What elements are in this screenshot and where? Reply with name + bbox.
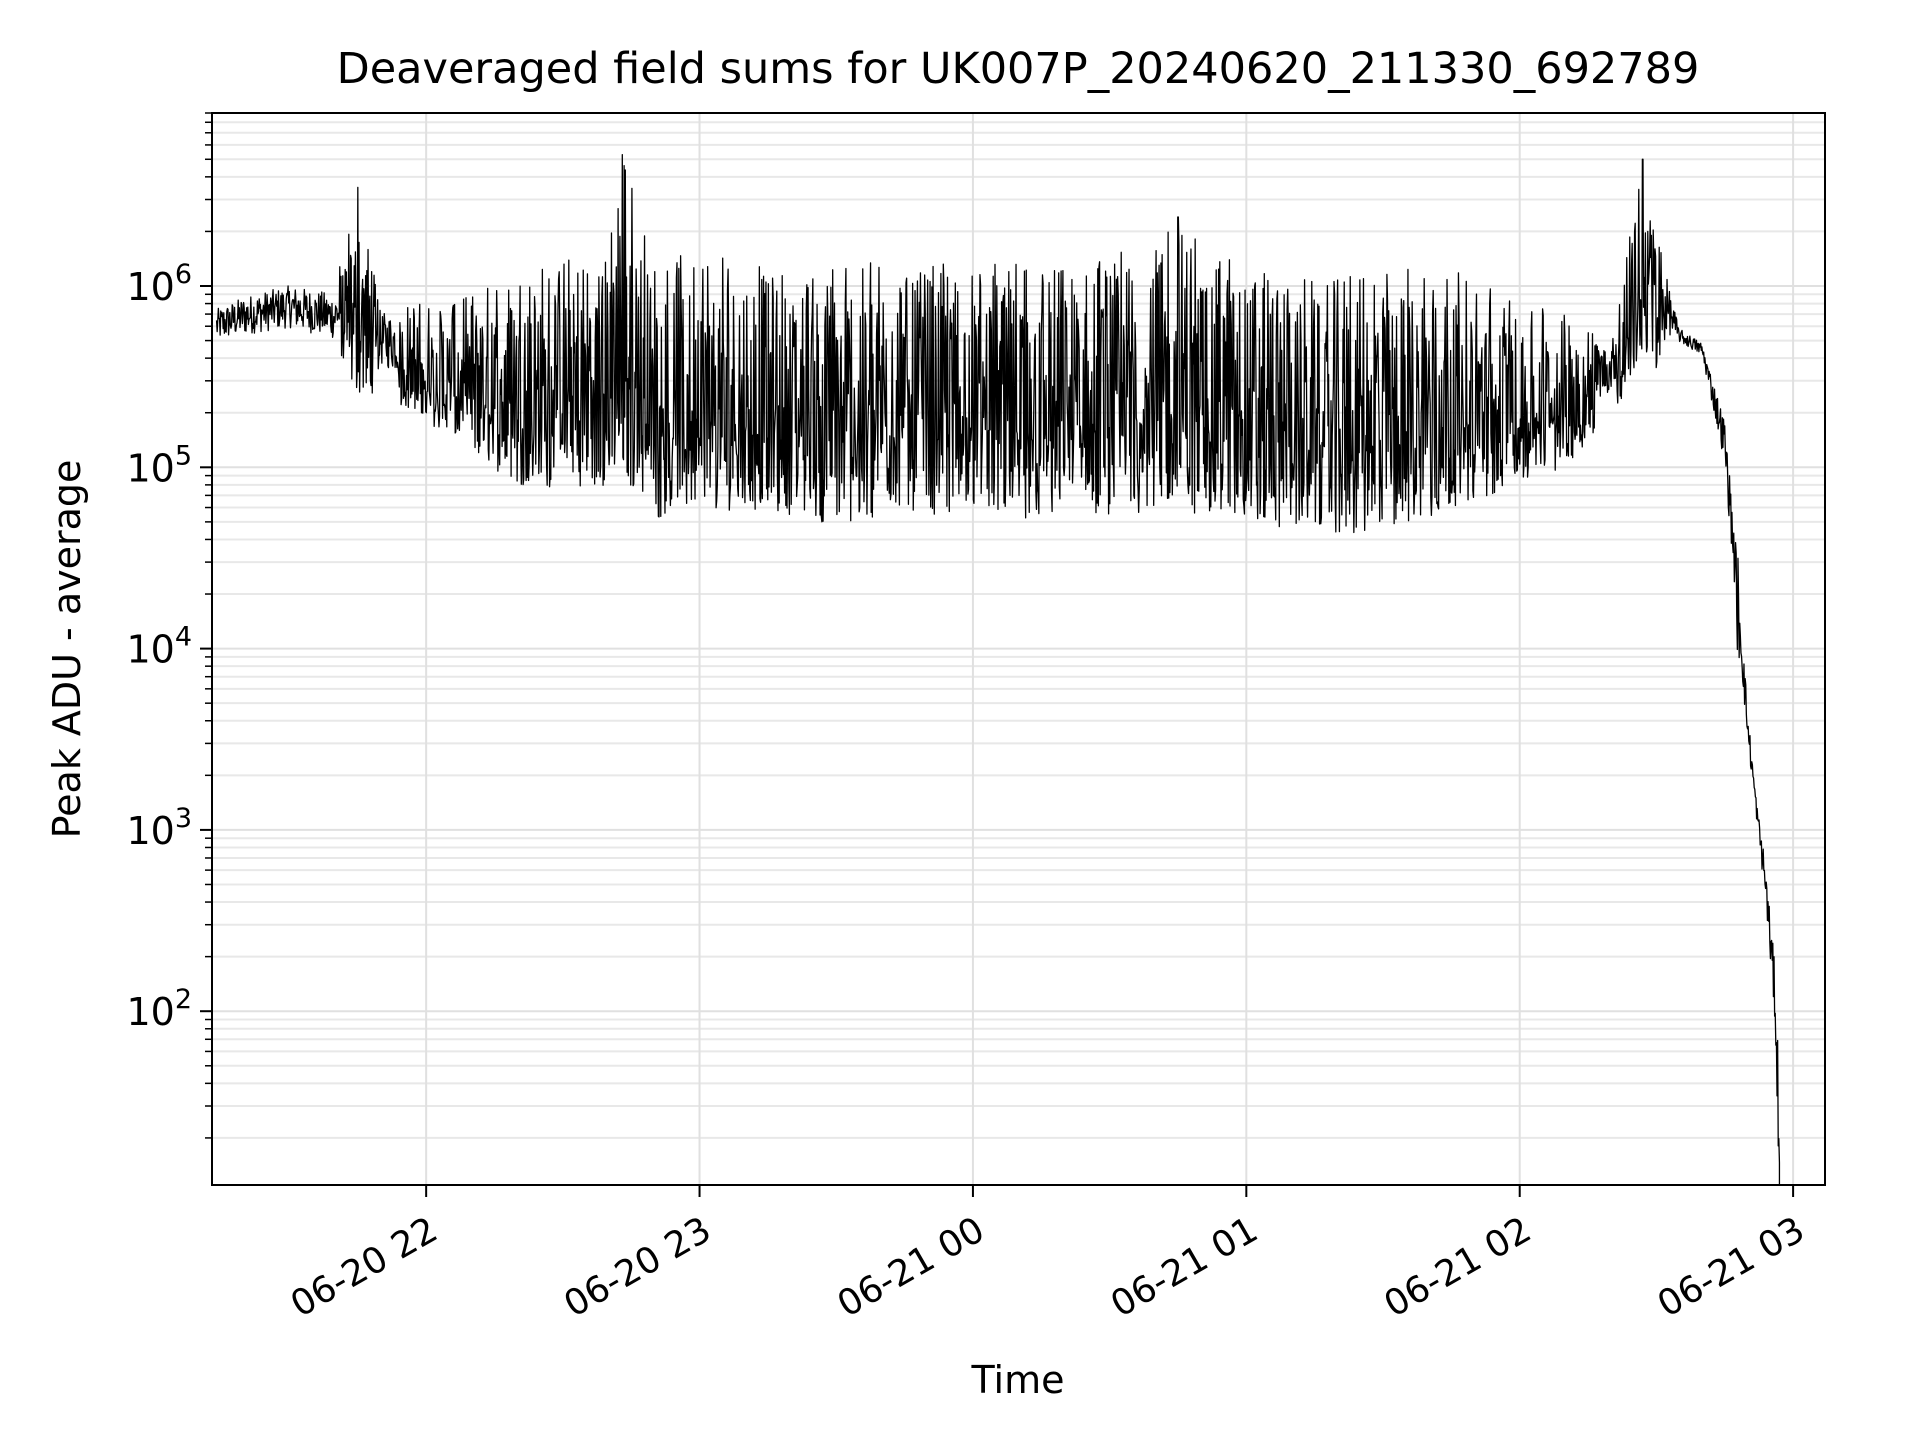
y-ticks: 102 103 104 105 106	[126, 259, 212, 1034]
major-grid	[212, 113, 1825, 1185]
y-tick-label: 106	[126, 259, 192, 309]
y-tick-label: 105	[126, 440, 192, 490]
y-axis-label: Peak ADU - average	[45, 460, 89, 839]
y-tick-label: 102	[126, 984, 192, 1034]
y-tick-label: 103	[126, 803, 192, 853]
x-axis-label: Time	[971, 1358, 1065, 1402]
y-tick-label: 104	[126, 622, 192, 672]
series-layer	[215, 154, 1781, 1185]
chart-title: Deaveraged field sums for UK007P_2024062…	[337, 44, 1700, 94]
series-line	[215, 154, 1781, 1185]
y-minor-ticks	[205, 112, 212, 1139]
minor-grid	[212, 112, 1825, 1139]
